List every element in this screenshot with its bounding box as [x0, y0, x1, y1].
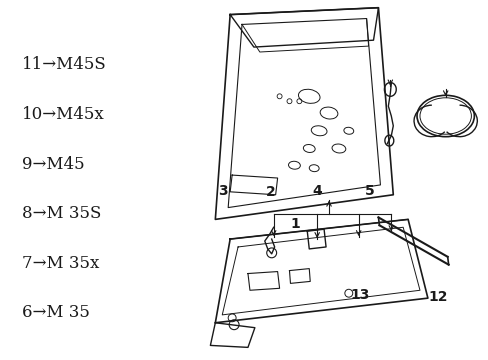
Text: 9→M45: 9→M45	[22, 156, 84, 172]
Text: 7→M 35x: 7→M 35x	[22, 255, 99, 272]
Text: 13: 13	[350, 288, 369, 302]
Text: 12: 12	[427, 290, 447, 304]
Text: 11→M45S: 11→M45S	[22, 56, 107, 73]
Text: 10→M45x: 10→M45x	[22, 106, 104, 123]
Text: 8→M 35S: 8→M 35S	[22, 205, 102, 222]
Text: 1: 1	[290, 217, 300, 231]
Text: 3: 3	[218, 184, 227, 198]
Text: 4: 4	[311, 184, 321, 198]
Text: 2: 2	[265, 185, 275, 199]
Text: 5: 5	[365, 184, 374, 198]
Text: 6→M 35: 6→M 35	[22, 305, 90, 321]
